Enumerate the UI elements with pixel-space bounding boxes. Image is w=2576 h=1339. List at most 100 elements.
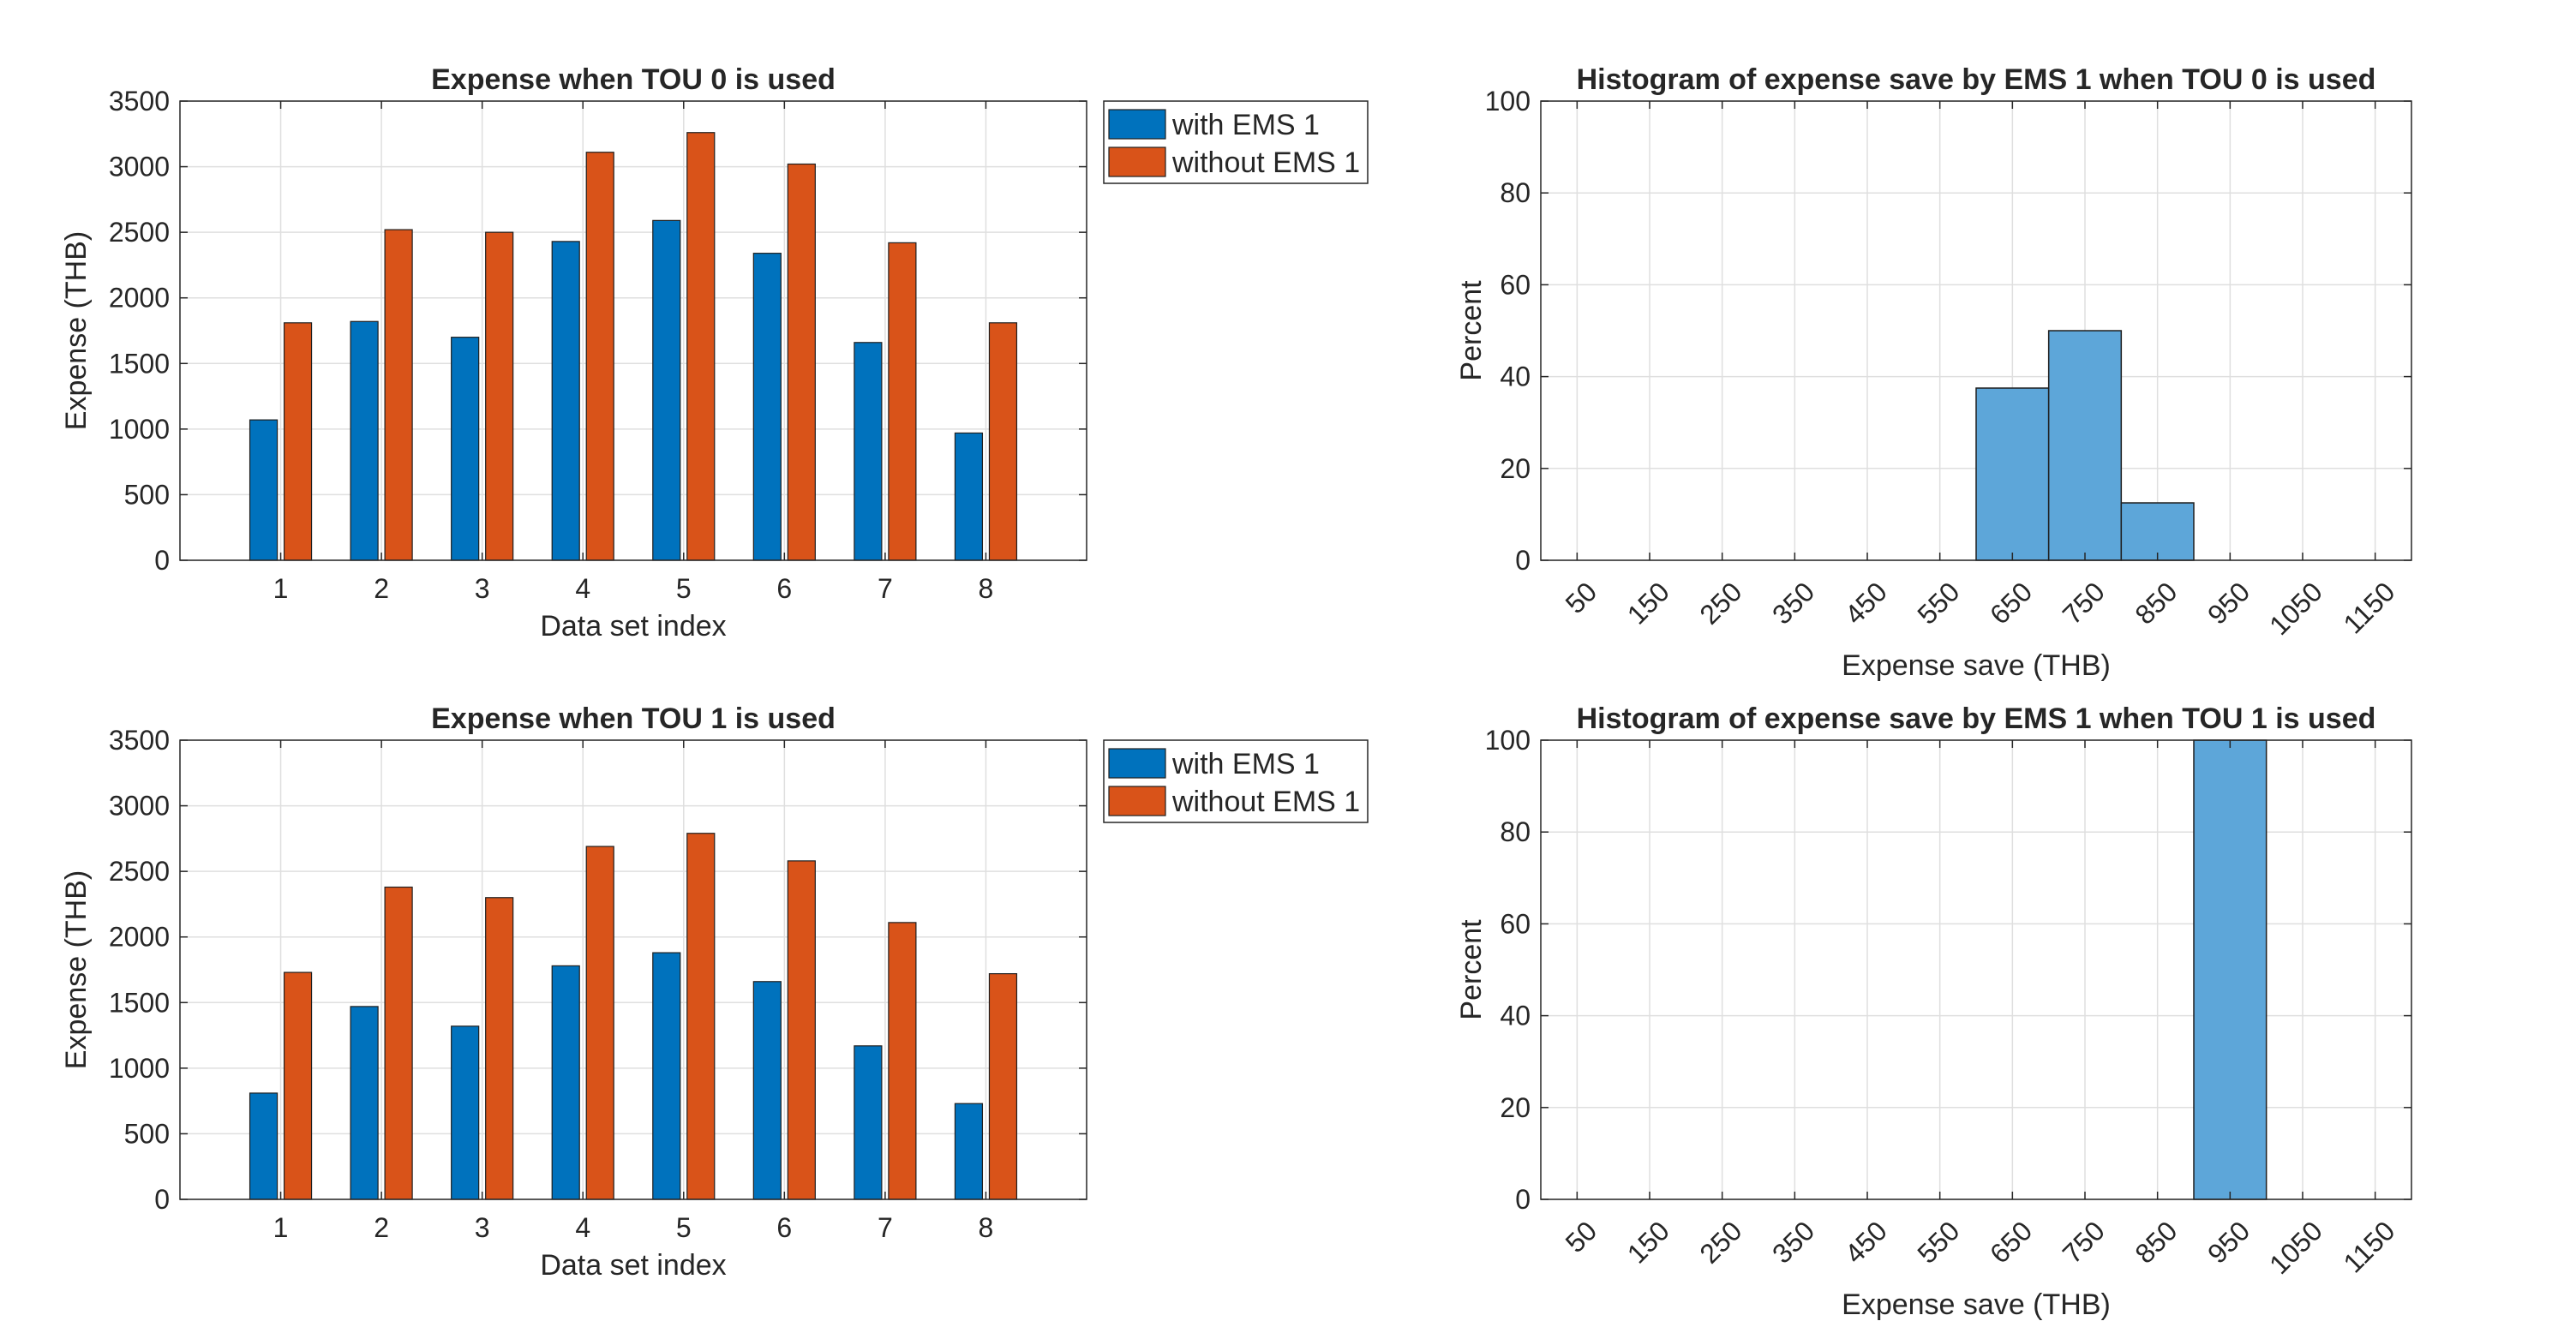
- y-tick-label: 20: [1500, 453, 1531, 484]
- y-tick-label: 100: [1485, 86, 1531, 117]
- bar-with-ems: [752, 981, 782, 1200]
- y-tick-label: 1500: [109, 987, 170, 1018]
- histogram-bar: [2120, 502, 2195, 561]
- bar-without-ems: [787, 163, 816, 561]
- y-tick-label: 0: [154, 545, 170, 576]
- y-tick-label: 40: [1500, 1001, 1531, 1031]
- x-tick-label: 8: [979, 573, 994, 604]
- bar-without-ems: [686, 833, 716, 1200]
- bar-with-ems: [451, 337, 480, 561]
- x-tick-label: 3: [475, 573, 490, 604]
- y-tick-label: 0: [1515, 1184, 1531, 1215]
- y-tick-label: 500: [124, 479, 170, 510]
- x-axis-label: Data set index: [540, 610, 726, 643]
- bar-without-ems: [888, 922, 917, 1200]
- bar-without-ems: [686, 132, 716, 561]
- y-axis-label: Expense (THB): [60, 870, 93, 1069]
- x-tick-label: 6: [776, 573, 792, 604]
- y-tick-label: 40: [1500, 362, 1531, 392]
- y-tick-label: 80: [1500, 177, 1531, 208]
- legend-label: without EMS 1: [1171, 146, 1360, 179]
- y-tick-label: 3000: [109, 152, 170, 182]
- legend-label: without EMS 1: [1171, 786, 1360, 818]
- y-tick-label: 3500: [109, 725, 170, 756]
- chart-title: Histogram of expense save by EMS 1 when …: [1577, 63, 2376, 96]
- x-tick-label: 50: [1560, 576, 1603, 619]
- x-tick-label: 150: [1621, 576, 1675, 630]
- y-tick-label: 80: [1500, 816, 1531, 847]
- bar-with-ems: [551, 241, 580, 561]
- x-tick-label: 5: [676, 573, 692, 604]
- bar-without-ems: [485, 897, 514, 1200]
- x-tick-label: 350: [1766, 1215, 1820, 1269]
- x-tick-label: 150: [1621, 1215, 1675, 1269]
- x-tick-label: 550: [1911, 576, 1965, 630]
- x-tick-label: 5: [676, 1212, 692, 1243]
- bar-without-ems: [384, 886, 413, 1200]
- bar-with-ems: [249, 419, 279, 561]
- plot-area: [180, 740, 1087, 1199]
- bar-without-ems: [787, 860, 816, 1200]
- y-tick-label: 0: [154, 1184, 170, 1215]
- x-tick-label: 1150: [2337, 1215, 2400, 1278]
- chart-title: Expense when TOU 1 is used: [431, 702, 836, 735]
- x-tick-label: 850: [2129, 576, 2183, 630]
- axes-box: [1540, 739, 2412, 1200]
- x-tick-label: 6: [776, 1212, 792, 1243]
- y-tick-label: 60: [1500, 269, 1531, 300]
- y-tick-label: 2000: [109, 922, 170, 953]
- y-tick-label: 60: [1500, 908, 1531, 939]
- y-tick-label: 0: [1515, 545, 1531, 576]
- bar-without-ems: [585, 152, 614, 561]
- y-tick-label: 1000: [109, 1053, 170, 1084]
- chart-title: Expense when TOU 0 is used: [431, 63, 836, 96]
- legend-swatch-without-ems: [1108, 786, 1166, 816]
- legend-label: with EMS 1: [1171, 748, 1320, 780]
- bar-without-ems: [384, 229, 413, 561]
- x-tick-label: 2: [374, 573, 389, 604]
- histogram-bar: [1975, 387, 2050, 561]
- bar-without-ems: [283, 971, 313, 1200]
- legend-swatch-with-ems: [1108, 109, 1166, 140]
- y-tick-label: 3000: [109, 791, 170, 822]
- chart-3: 0 500 1000 1500 2000 2500 3000 3500 1 2 3 4 5 6 7 8 Expe…: [60, 702, 1369, 1282]
- x-tick-label: 1050: [2263, 1215, 2328, 1280]
- bar-without-ems: [988, 322, 1018, 561]
- chart-4: 0 20 40 60 80 100 50 150 250 350 450 550 650 750 850 95…: [1455, 702, 2412, 1321]
- y-tick-label: 2500: [109, 856, 170, 887]
- x-tick-label: 3: [475, 1212, 490, 1243]
- y-tick-label: 500: [124, 1118, 170, 1149]
- bar-without-ems: [283, 322, 313, 561]
- histogram-bar: [2047, 330, 2123, 561]
- y-tick-label: 2500: [109, 217, 170, 248]
- axes-box: [179, 100, 1087, 561]
- chart-1: 0 500 1000 1500 2000 2500 3000 3500 1 2 3 4 5 6 7 8 Expe…: [60, 63, 1369, 643]
- x-tick-label: 650: [1984, 1215, 2038, 1269]
- x-tick-label: 50: [1560, 1215, 1603, 1258]
- bar-with-ems: [350, 320, 379, 561]
- histogram-bar: [2193, 739, 2267, 1200]
- y-tick-label: 2000: [109, 283, 170, 314]
- bar-with-ems: [854, 1045, 883, 1200]
- x-tick-label: 250: [1693, 1215, 1747, 1269]
- y-tick-label: 1500: [109, 348, 170, 379]
- bar-with-ems: [954, 1103, 984, 1200]
- x-axis-label: Expense save (THB): [1842, 1288, 2111, 1321]
- x-tick-label: 450: [1839, 1215, 1893, 1269]
- y-tick-label: 20: [1500, 1092, 1531, 1123]
- legend-swatch-with-ems: [1108, 748, 1166, 779]
- chart-2: 0 20 40 60 80 100 50 150 250 350 450 550 650 750 850 95…: [1455, 63, 2412, 682]
- x-tick-label: 450: [1839, 576, 1893, 630]
- x-tick-label: 7: [878, 573, 893, 604]
- bar-with-ems: [652, 219, 681, 561]
- x-tick-label: 750: [2057, 576, 2111, 630]
- x-tick-label: 4: [575, 573, 590, 604]
- bar-without-ems: [585, 846, 614, 1200]
- bar-with-ems: [451, 1025, 480, 1200]
- legend: with EMS 1 without EMS 1: [1103, 739, 1369, 823]
- x-tick-label: 850: [2129, 1215, 2183, 1269]
- y-axis-label: Expense (THB): [60, 231, 93, 430]
- x-tick-label: 250: [1693, 576, 1747, 630]
- x-tick-label: 4: [575, 1212, 590, 1243]
- y-axis-label: Percent: [1455, 919, 1488, 1020]
